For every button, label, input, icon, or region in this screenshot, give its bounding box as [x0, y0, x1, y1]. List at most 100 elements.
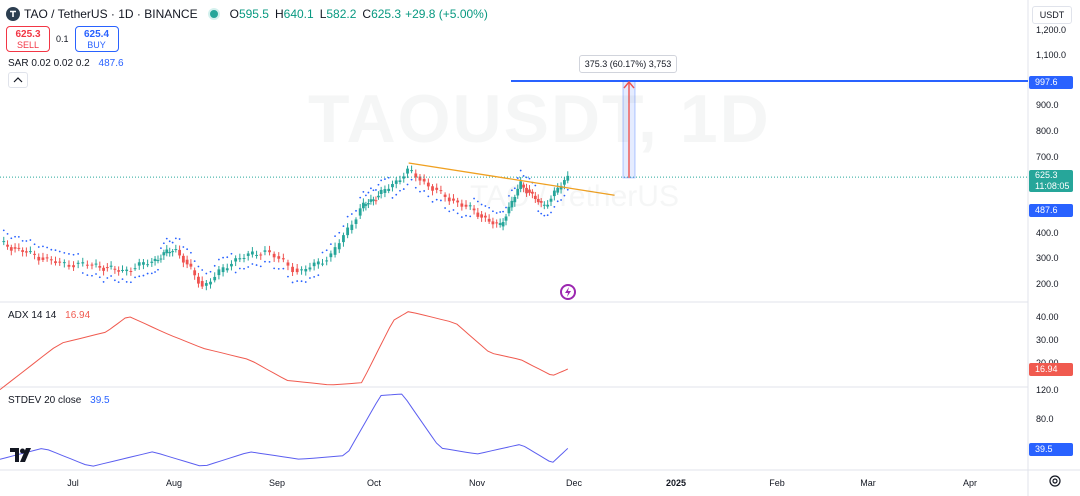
ohlc-high-label: H: [274, 7, 284, 21]
sar-dot: [138, 275, 141, 278]
sar-dot: [259, 265, 262, 268]
candle-body: [358, 208, 362, 216]
candle-body: [501, 222, 505, 227]
candle-body: [435, 187, 439, 190]
adx-value-label: 16.94: [1029, 363, 1073, 376]
stdev-legend[interactable]: STDEV 20 close 39.5: [8, 395, 110, 406]
candle-body: [291, 266, 294, 273]
sar-dot: [410, 178, 413, 181]
stdev-axis-tick: 120.0: [1036, 385, 1059, 395]
sar-dot: [121, 278, 124, 281]
ohlc-high-value: 640.1: [283, 7, 314, 21]
sar-dot: [134, 276, 136, 279]
sar-dot: [350, 213, 353, 215]
sar-price-label: 487.6: [1029, 204, 1073, 217]
candle-body: [153, 258, 157, 262]
sar-dot: [213, 264, 216, 267]
candle-body: [250, 251, 254, 255]
candle-body: [383, 189, 387, 193]
last-price-label: 625.3 11:08:05: [1029, 170, 1073, 192]
candle-body: [487, 218, 491, 222]
price-axis-tick: 800.0: [1036, 126, 1059, 136]
sar-dot: [157, 268, 159, 271]
sar-dot: [513, 187, 516, 190]
collapse-legend-button[interactable]: [8, 72, 28, 88]
candle-body: [121, 269, 124, 271]
sell-button[interactable]: 625.3 SELL: [6, 26, 50, 52]
candle-body: [513, 196, 517, 203]
sar-legend-label: SAR 0.02 0.02 0.2: [8, 58, 90, 69]
sar-dot: [264, 260, 266, 263]
sar-dot: [243, 267, 245, 270]
candle-body: [146, 264, 150, 266]
candle-body: [204, 283, 208, 286]
candle-body: [308, 267, 312, 270]
candle-body: [286, 262, 290, 266]
candle-body: [230, 263, 233, 267]
buy-button[interactable]: 625.4 BUY: [74, 26, 119, 52]
candle-body: [468, 205, 472, 207]
sar-dot: [238, 267, 241, 270]
sar-dot: [391, 197, 394, 199]
candle-body: [394, 180, 398, 184]
tradingview-logo-icon[interactable]: [10, 448, 34, 467]
settings-gear-icon[interactable]: [1048, 474, 1062, 488]
symbol-title[interactable]: TAO / TetherUS · 1D · BINANCE: [24, 7, 198, 21]
sar-dot: [282, 267, 285, 270]
sar-legend[interactable]: SAR 0.02 0.02 0.2 487.6: [8, 58, 124, 69]
currency-button[interactable]: USDT: [1032, 6, 1072, 24]
ohlc-low-value: 582.2: [326, 7, 357, 21]
sar-dot: [17, 236, 20, 238]
sar-dot: [21, 240, 24, 242]
candle-body: [156, 260, 160, 262]
sar-legend-value: 487.6: [98, 58, 124, 69]
candle-body: [426, 182, 430, 187]
candle-body: [242, 257, 246, 259]
sar-dot: [334, 235, 336, 238]
sar-dot: [190, 251, 192, 254]
sar-dot: [33, 243, 36, 246]
sar-dot: [399, 189, 401, 192]
candle-body: [456, 200, 460, 203]
candle-body: [391, 183, 394, 188]
candle-body: [346, 227, 350, 236]
candle-body: [13, 247, 17, 249]
candle-body: [171, 251, 175, 253]
sar-dot: [460, 216, 463, 218]
sar-dot: [534, 184, 537, 187]
quick-trade-panel: 625.3 SELL 0.1 625.4 BUY: [6, 26, 119, 52]
sar-dot: [296, 280, 299, 282]
sar-dot: [42, 245, 44, 248]
time-axis-tick: Mar: [860, 478, 876, 488]
candle-body: [530, 191, 534, 194]
sar-dot: [6, 232, 9, 235]
sar-dot: [255, 264, 258, 266]
sar-dot: [427, 195, 430, 198]
sar-dot: [380, 179, 383, 182]
sar-dot: [550, 211, 552, 214]
candle-body: [542, 204, 546, 206]
sar-dot: [58, 250, 61, 253]
sar-dot: [54, 249, 57, 252]
adx-legend[interactable]: ADX 14 14 16.94: [8, 310, 90, 321]
sar-dot: [186, 248, 189, 251]
ohlc-open-label: O: [229, 7, 239, 21]
sar-dot: [495, 212, 498, 214]
sar-dot: [553, 205, 556, 208]
candle-body: [387, 188, 391, 191]
flash-icon[interactable]: [560, 284, 576, 300]
candle-body: [17, 247, 21, 249]
sar-dot: [226, 256, 229, 259]
candle-body: [525, 187, 528, 194]
sar-dot: [98, 276, 101, 279]
candle-body: [189, 263, 193, 267]
sar-dot: [452, 209, 455, 211]
candle-body: [361, 202, 365, 209]
sar-dot: [505, 206, 507, 209]
adx-axis-tick: 40.00: [1036, 312, 1059, 322]
sar-dot: [142, 274, 145, 277]
candle-body: [76, 262, 80, 264]
candle-body: [329, 253, 333, 258]
candle-body: [213, 276, 217, 281]
